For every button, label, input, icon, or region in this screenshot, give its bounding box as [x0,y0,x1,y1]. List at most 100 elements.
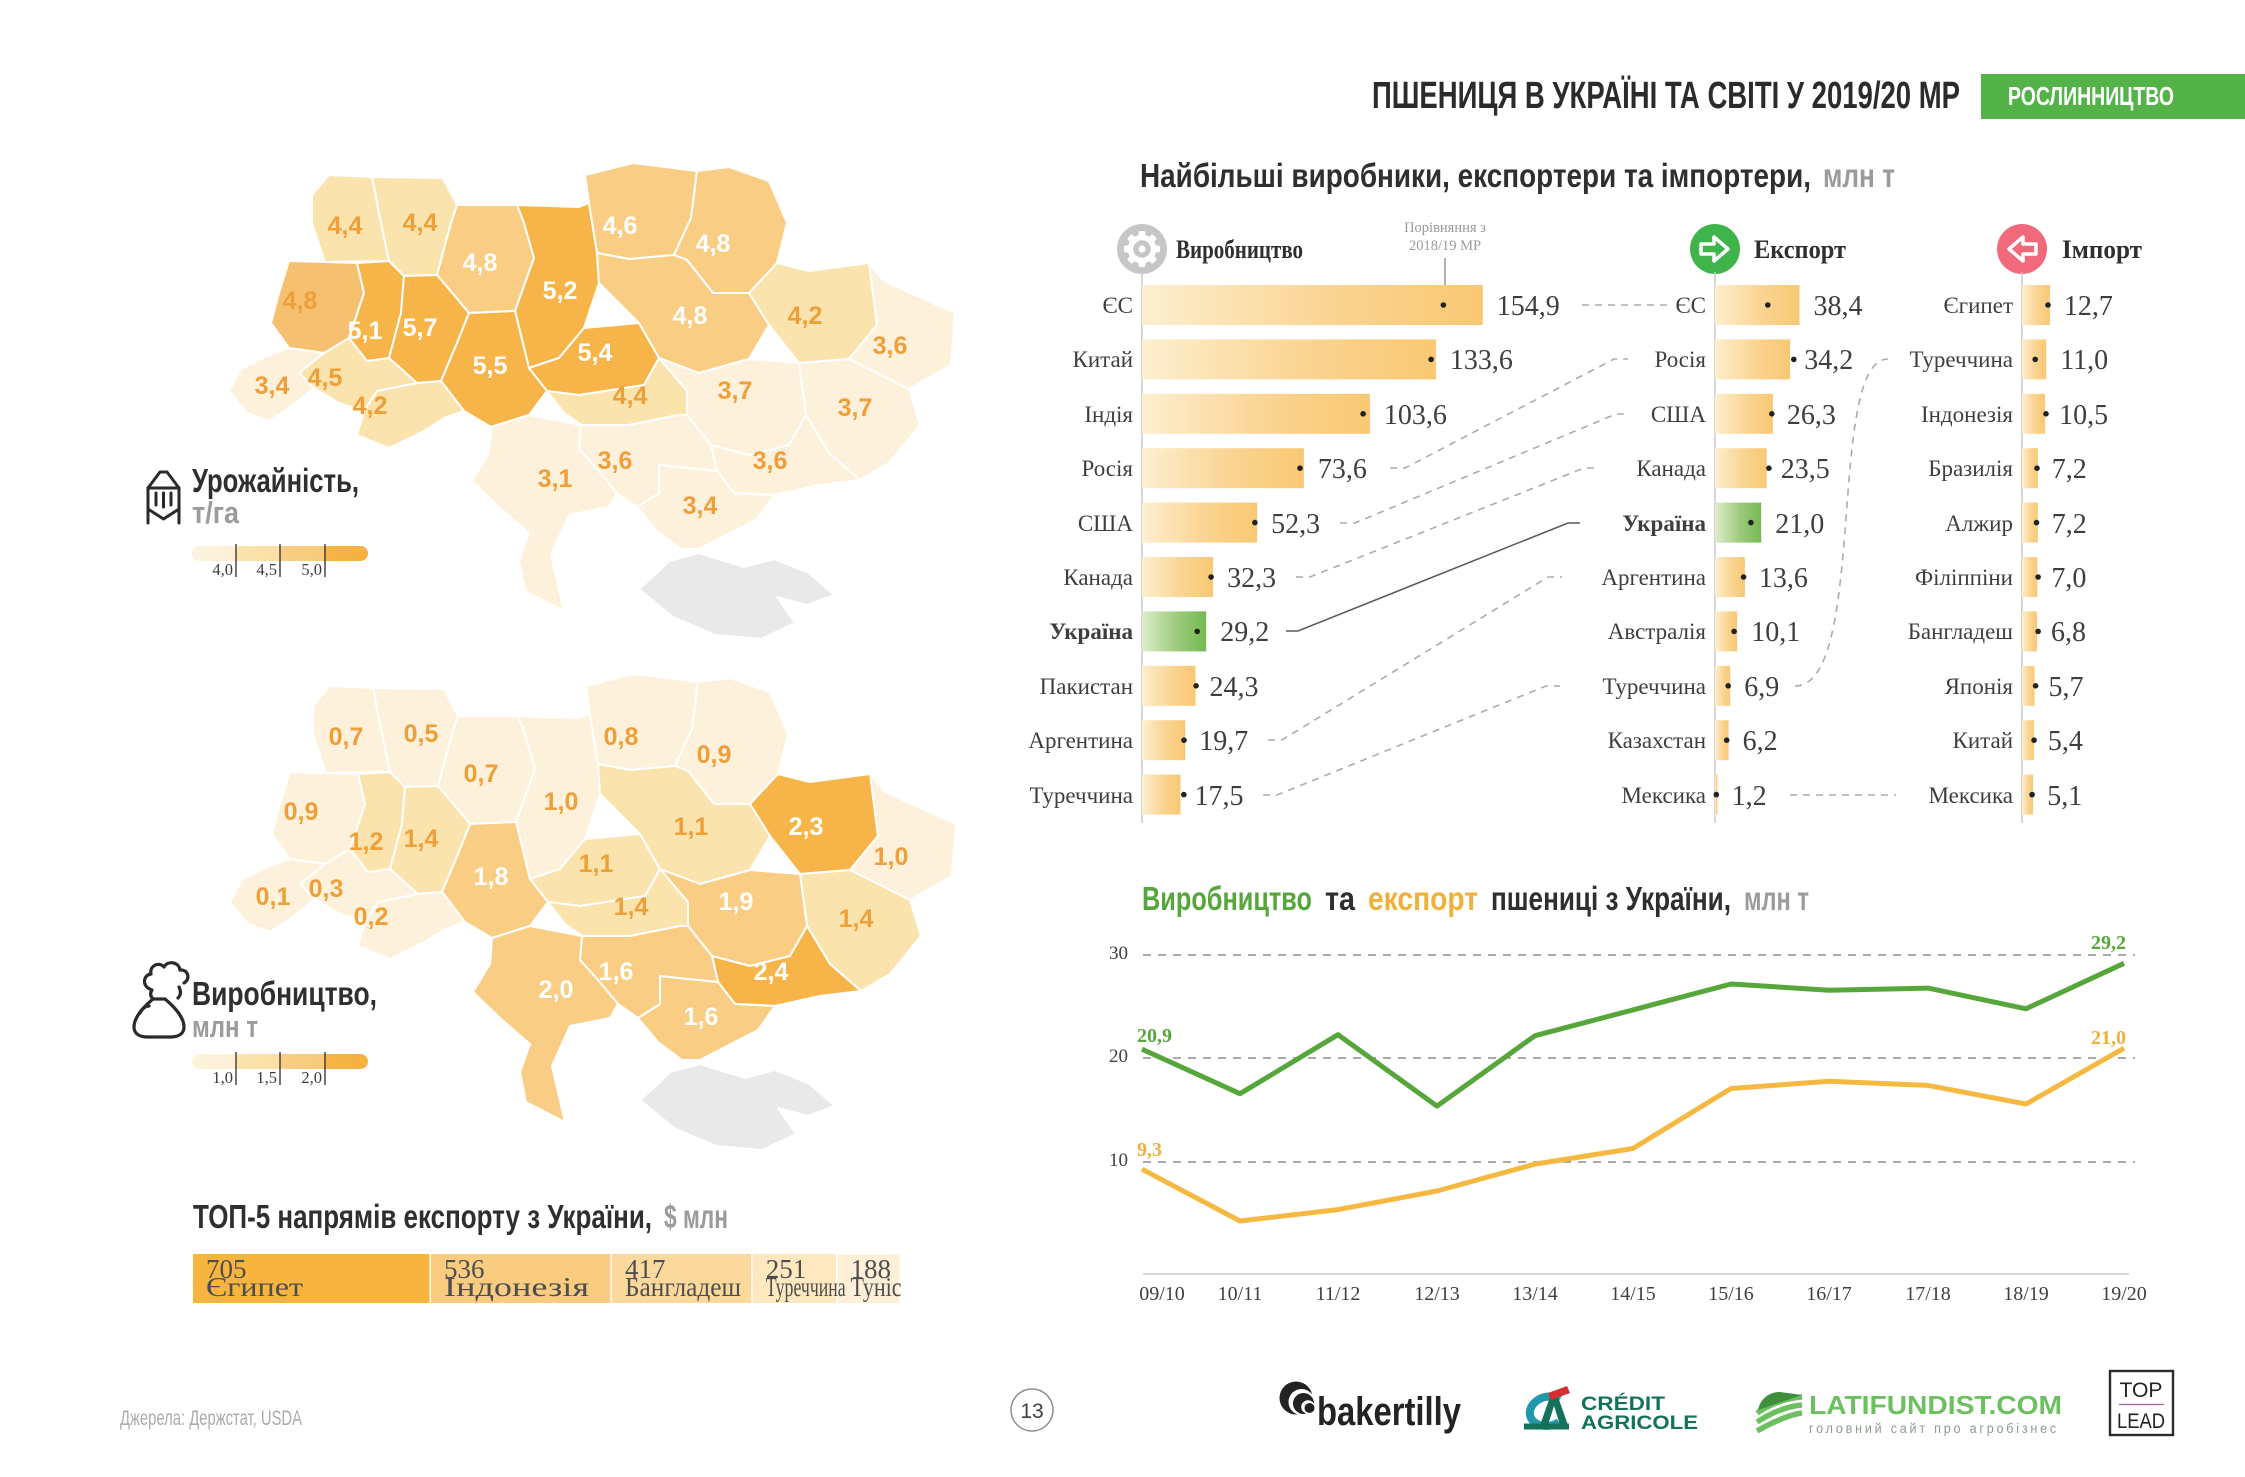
svg-text:5,4: 5,4 [2048,726,2083,757]
svg-text:т/га: т/га [192,495,240,530]
svg-text:19/20: 19/20 [2101,1283,2147,1305]
svg-text:Аргентина: Аргентина [1028,728,1133,753]
svg-text:США: США [1651,402,1707,427]
svg-text:Мексика: Мексика [1928,783,2013,808]
svg-text:3,4: 3,4 [255,372,290,400]
svg-text:Порівняння з: Порівняння з [1404,220,1486,236]
svg-text:2,3: 2,3 [789,813,824,841]
svg-text:4,2: 4,2 [788,302,823,330]
svg-text:0,8: 0,8 [604,723,639,751]
svg-text:21,0: 21,0 [1775,509,1824,540]
svg-text:Аргентина: Аргентина [1601,565,1706,590]
svg-text:09/10: 09/10 [1139,1283,1185,1305]
svg-text:11,0: 11,0 [2060,345,2108,376]
svg-text:13/14: 13/14 [1512,1283,1558,1305]
svg-text:LEAD: LEAD [2117,1410,2165,1433]
svg-text:Урожайність,: Урожайність, [192,462,359,499]
svg-text:млн т: млн т [1744,880,1809,917]
svg-text:417: 417 [625,1254,666,1284]
svg-text:ТОП-5 напрямів експорту з Укра: ТОП-5 напрямів експорту з України, [193,1198,652,1235]
svg-text:6,2: 6,2 [1743,726,1778,757]
svg-text:29,2: 29,2 [1220,617,1269,648]
svg-text:1,6: 1,6 [684,1003,719,1031]
svg-text:Мексика: Мексика [1621,783,1706,808]
svg-text:Імпорт: Імпорт [2062,235,2142,264]
svg-text:154,9: 154,9 [1497,291,1560,322]
svg-text:4,8: 4,8 [283,287,318,315]
svg-text:0,9: 0,9 [697,741,732,769]
svg-text:3,4: 3,4 [683,492,718,520]
svg-text:4,2: 4,2 [353,392,388,420]
svg-text:Виробництво,: Виробництво, [192,975,377,1012]
svg-text:ЄС: ЄС [1675,293,1706,318]
svg-text:4,5: 4,5 [308,364,343,392]
svg-text:188: 188 [851,1254,892,1284]
svg-text:0,9: 0,9 [284,798,319,826]
svg-text:73,6: 73,6 [1318,454,1367,485]
svg-text:Туреччина: Туреччина [766,1272,846,1302]
svg-text:1,6: 1,6 [599,958,634,986]
svg-text:4,0: 4,0 [212,560,233,579]
svg-text:0,5: 0,5 [404,720,439,748]
svg-text:1,2: 1,2 [349,828,384,856]
svg-text:20,9: 20,9 [1137,1025,1172,1047]
svg-text:Туреччина: Туреччина [1603,674,1707,699]
svg-text:Джерела: Держстат, USDA: Джерела: Держстат, USDA [120,1407,302,1430]
svg-text:Канада: Канада [1636,456,1706,481]
svg-text:34,2: 34,2 [1804,345,1853,376]
svg-text:103,6: 103,6 [1384,400,1447,431]
svg-text:23,5: 23,5 [1781,454,1830,485]
svg-text:133,6: 133,6 [1450,345,1513,376]
svg-text:6,8: 6,8 [2051,617,2086,648]
svg-text:Найбільші виробники, експортер: Найбільші виробники, експортери та імпор… [1140,157,1811,194]
svg-text:0,1: 0,1 [256,883,291,911]
svg-text:Україна: Україна [1049,619,1133,644]
svg-text:17,5: 17,5 [1195,781,1244,812]
svg-text:1,9: 1,9 [719,888,754,916]
svg-text:Експорт: Експорт [1754,235,1846,264]
svg-text:10/11: 10/11 [1218,1283,1263,1305]
svg-text:пшениці з України,: пшениці з України, [1491,880,1731,917]
svg-text:Туреччина: Туреччина [1910,347,2014,372]
svg-text:14/15: 14/15 [1610,1283,1656,1305]
svg-text:Індонезія: Індонезія [1921,402,2013,427]
svg-text:bakertilly: bakertilly [1317,1390,1462,1434]
svg-text:млн т: млн т [192,1009,258,1044]
svg-text:0,3: 0,3 [309,875,344,903]
svg-text:головний сайт про агробізнес: головний сайт про агробізнес [1809,1421,2059,1436]
svg-text:2,0: 2,0 [539,976,574,1004]
svg-text:1,4: 1,4 [404,825,439,853]
svg-text:21,0: 21,0 [2091,1027,2126,1049]
svg-text:LATIFUNDIST.COM: LATIFUNDIST.COM [1809,1390,2062,1420]
svg-text:Росія: Росія [1655,347,1707,372]
svg-text:3,1: 3,1 [538,465,573,493]
svg-text:$ млн: $ млн [664,1198,728,1235]
svg-text:7,2: 7,2 [2052,454,2087,485]
svg-text:1,4: 1,4 [839,905,874,933]
svg-text:Австралія: Австралія [1608,619,1707,644]
svg-text:17/18: 17/18 [1905,1283,1951,1305]
svg-text:Єгипет: Єгипет [1944,293,2014,318]
svg-text:AGRICOLE: AGRICOLE [1581,1413,1698,1434]
svg-text:Бангладеш: Бангладеш [1908,619,2014,644]
svg-text:5,4: 5,4 [578,339,613,367]
svg-text:Алжир: Алжир [1945,511,2013,536]
svg-text:Єгипет: Єгипет [206,1272,303,1302]
svg-text:0,7: 0,7 [464,760,499,788]
svg-text:2018/19 МР: 2018/19 МР [1409,238,1481,254]
svg-text:РОСЛИННИЦТВО: РОСЛИННИЦТВО [2008,81,2174,111]
svg-text:Росія: Росія [1082,456,1134,481]
svg-text:Індонезія: Індонезія [444,1272,589,1302]
svg-text:Виробництво: Виробництво [1142,880,1312,917]
svg-text:Індія: Індія [1084,402,1133,427]
svg-text:5,2: 5,2 [543,277,578,305]
svg-text:Китай: Китай [1953,728,2014,753]
svg-text:1,4: 1,4 [614,893,649,921]
svg-text:4,5: 4,5 [256,560,277,579]
svg-text:4,8: 4,8 [463,249,498,277]
svg-text:млн т: млн т [1823,157,1895,194]
svg-text:19,7: 19,7 [1199,726,1248,757]
svg-text:7,0: 7,0 [2051,563,2086,594]
svg-text:4,8: 4,8 [696,230,731,258]
svg-text:5,5: 5,5 [473,352,508,380]
